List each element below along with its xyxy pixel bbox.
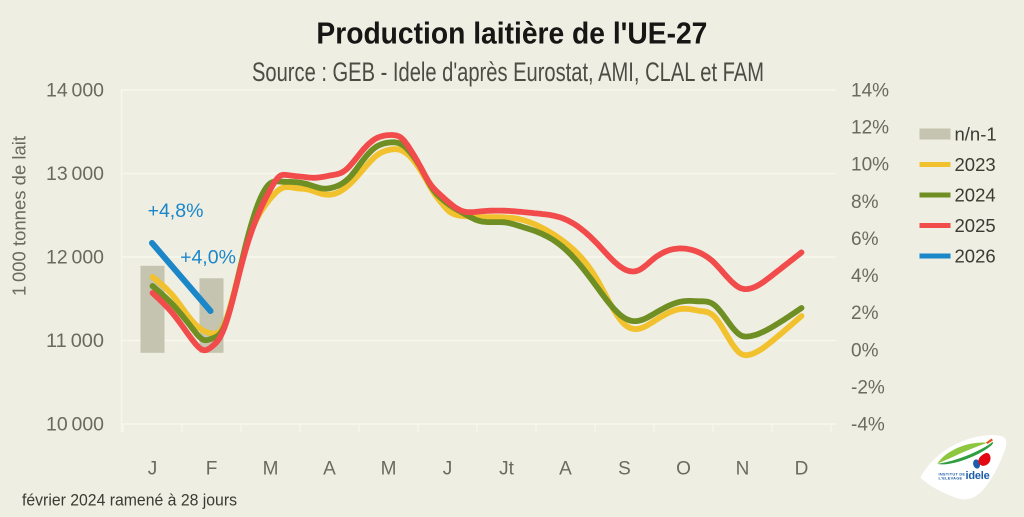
svg-text:11 000: 11 000 [46, 331, 104, 352]
svg-text:10%: 10% [851, 155, 889, 176]
svg-text:12%: 12% [851, 118, 889, 139]
svg-text:Production laitière de l'UE-27: Production laitière de l'UE-27 [316, 16, 707, 51]
svg-text:M: M [381, 459, 397, 480]
svg-text:14 000: 14 000 [46, 81, 104, 102]
svg-text:Jt: Jt [499, 459, 515, 480]
svg-text:N: N [736, 459, 750, 480]
svg-text:J: J [443, 459, 453, 480]
svg-text:4%: 4% [851, 266, 879, 287]
svg-text:2%: 2% [851, 303, 879, 324]
svg-text:A: A [323, 459, 336, 480]
svg-text:D: D [795, 459, 809, 480]
svg-text:13 000: 13 000 [46, 164, 104, 185]
svg-text:février 2024 ramené à 28 jours: février 2024 ramené à 28 jours [22, 492, 237, 510]
svg-text:-2%: -2% [851, 377, 885, 398]
svg-text:n/n-1: n/n-1 [955, 124, 997, 145]
svg-text:S: S [618, 459, 631, 480]
svg-text:F: F [206, 459, 218, 480]
svg-text:14%: 14% [851, 81, 889, 102]
svg-text:2024: 2024 [955, 185, 996, 206]
svg-text:L'ELEVAGE: L'ELEVAGE [939, 476, 963, 481]
svg-text:+4,0%: +4,0% [180, 247, 236, 269]
svg-text:10 000: 10 000 [46, 415, 104, 436]
svg-text:O: O [676, 459, 691, 480]
svg-text:0%: 0% [851, 340, 879, 361]
svg-text:+4,8%: +4,8% [148, 200, 204, 222]
svg-text:idele: idele [966, 470, 990, 482]
svg-text:2026: 2026 [955, 246, 996, 267]
svg-text:J: J [148, 459, 158, 480]
svg-text:INSTITUT DE: INSTITUT DE [939, 471, 966, 476]
svg-text:-4%: -4% [851, 415, 885, 436]
svg-text:M: M [263, 459, 279, 480]
svg-text:2023: 2023 [955, 154, 996, 175]
svg-text:1 000 tonnes de lait: 1 000 tonnes de lait [9, 136, 30, 296]
svg-text:12 000: 12 000 [46, 248, 104, 269]
svg-text:A: A [559, 459, 572, 480]
svg-text:8%: 8% [851, 192, 879, 213]
svg-text:Source : GEB - Idele d'après E: Source : GEB - Idele d'après Eurostat, A… [252, 57, 764, 87]
svg-text:2025: 2025 [955, 215, 996, 236]
svg-text:6%: 6% [851, 229, 879, 250]
